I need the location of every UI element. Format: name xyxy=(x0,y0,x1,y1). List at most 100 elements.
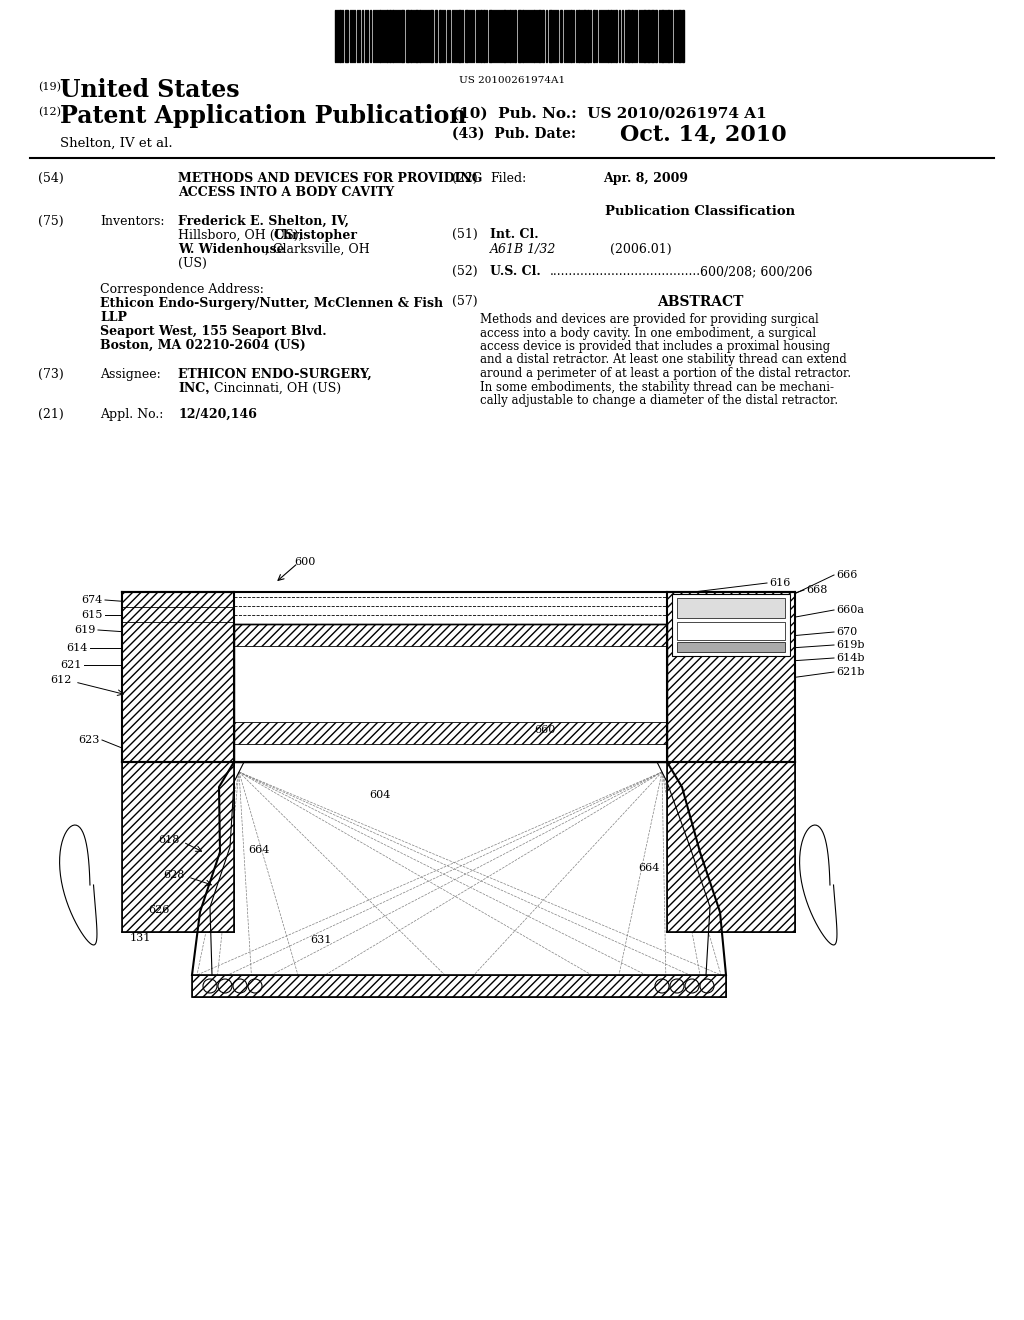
Text: 614b: 614b xyxy=(836,653,864,663)
Bar xyxy=(514,11,516,62)
Text: ACCESS INTO A BODY CAVITY: ACCESS INTO A BODY CAVITY xyxy=(178,186,394,199)
Text: around a perimeter of at least a portion of the distal retractor.: around a perimeter of at least a portion… xyxy=(480,367,851,380)
Bar xyxy=(578,11,580,62)
Text: 615: 615 xyxy=(82,610,103,620)
Bar xyxy=(518,11,521,62)
Bar xyxy=(662,11,664,62)
Bar xyxy=(538,11,541,62)
Text: Hillsboro, OH (US);: Hillsboro, OH (US); xyxy=(178,228,307,242)
Bar xyxy=(651,11,654,62)
Text: Correspondence Address:: Correspondence Address: xyxy=(100,282,264,296)
Bar xyxy=(631,11,633,62)
Bar xyxy=(677,622,785,640)
Text: 600/208; 600/206: 600/208; 600/206 xyxy=(700,265,812,279)
Bar xyxy=(570,11,572,62)
Text: Christopher: Christopher xyxy=(273,228,357,242)
Bar xyxy=(682,11,684,62)
Text: 621b: 621b xyxy=(836,667,864,677)
Text: 616: 616 xyxy=(769,578,791,587)
Text: LLP: LLP xyxy=(100,312,127,323)
Bar xyxy=(677,598,785,618)
Bar xyxy=(345,11,348,62)
Text: (54): (54) xyxy=(38,172,63,185)
Text: 618: 618 xyxy=(159,836,180,845)
Text: 664: 664 xyxy=(638,863,659,873)
Text: 614: 614 xyxy=(67,643,88,653)
Bar xyxy=(458,11,461,62)
Bar xyxy=(655,11,657,62)
Text: 676: 676 xyxy=(760,598,781,609)
Bar xyxy=(234,624,667,645)
Bar xyxy=(509,11,511,62)
Bar xyxy=(193,975,726,997)
Bar xyxy=(560,11,562,62)
Text: and a distal retractor. At least one stability thread can extend: and a distal retractor. At least one sta… xyxy=(480,354,847,367)
Text: 626: 626 xyxy=(148,906,169,915)
Bar xyxy=(483,11,485,62)
Bar xyxy=(503,11,506,62)
Bar xyxy=(667,591,795,762)
Bar xyxy=(647,11,650,62)
Bar xyxy=(410,11,412,62)
Text: 604: 604 xyxy=(370,789,391,800)
Bar xyxy=(677,642,785,652)
Bar xyxy=(122,591,234,762)
Bar xyxy=(415,11,418,62)
Bar xyxy=(439,11,441,62)
Text: 612: 612 xyxy=(50,675,72,685)
Text: U.S. Cl.: U.S. Cl. xyxy=(490,265,541,279)
Bar xyxy=(401,11,404,62)
Bar xyxy=(389,11,391,62)
Text: access device is provided that includes a proximal housing: access device is provided that includes … xyxy=(480,341,830,352)
Text: Assignee:: Assignee: xyxy=(100,368,161,381)
Text: 12/420,146: 12/420,146 xyxy=(178,408,257,421)
Bar xyxy=(593,11,595,62)
Text: 623: 623 xyxy=(79,735,100,744)
Text: 668: 668 xyxy=(806,585,827,595)
Text: 631: 631 xyxy=(310,935,332,945)
Text: Apr. 8, 2009: Apr. 8, 2009 xyxy=(603,172,688,185)
Text: 670: 670 xyxy=(836,627,857,638)
Bar xyxy=(583,11,586,62)
Text: 628: 628 xyxy=(164,870,185,880)
Text: 660: 660 xyxy=(535,725,556,735)
Text: (57): (57) xyxy=(452,294,477,308)
Bar xyxy=(379,11,381,62)
Text: access into a body cavity. In one embodiment, a surgical: access into a body cavity. In one embodi… xyxy=(480,326,816,339)
Text: 621: 621 xyxy=(60,660,82,671)
Bar xyxy=(430,11,433,62)
Text: In some embodiments, the stability thread can be mechani-: In some embodiments, the stability threa… xyxy=(480,380,834,393)
Bar xyxy=(193,975,726,997)
Text: (43)  Pub. Date:: (43) Pub. Date: xyxy=(452,127,575,141)
Bar xyxy=(549,11,552,62)
Bar xyxy=(234,624,667,762)
Text: , Clarksville, OH: , Clarksville, OH xyxy=(265,243,370,256)
Bar xyxy=(392,11,394,62)
Bar xyxy=(480,11,482,62)
Text: US 20100261974A1: US 20100261974A1 xyxy=(459,77,565,84)
Text: ETHICON ENDO-SURGERY,: ETHICON ENDO-SURGERY, xyxy=(178,368,372,381)
Text: 626: 626 xyxy=(197,987,218,998)
Bar xyxy=(667,11,670,62)
Text: Appl. No.:: Appl. No.: xyxy=(100,408,164,421)
Text: ABSTRACT: ABSTRACT xyxy=(656,294,743,309)
Text: (75): (75) xyxy=(38,215,63,228)
Bar xyxy=(610,11,612,62)
Text: (12): (12) xyxy=(38,107,61,117)
Bar xyxy=(522,11,524,62)
Text: , Cincinnati, OH (US): , Cincinnati, OH (US) xyxy=(206,381,341,395)
Bar xyxy=(234,722,667,744)
Text: (52): (52) xyxy=(452,265,477,279)
Text: (10)  Pub. No.:  US 2010/0261974 A1: (10) Pub. No.: US 2010/0261974 A1 xyxy=(452,107,767,121)
Text: METHODS AND DEVICES FOR PROVIDING: METHODS AND DEVICES FOR PROVIDING xyxy=(178,172,482,185)
Bar xyxy=(122,762,234,932)
Text: 664: 664 xyxy=(248,845,269,855)
Bar xyxy=(465,11,468,62)
Text: (19): (19) xyxy=(38,82,61,92)
Text: 619b: 619b xyxy=(836,640,864,649)
Text: Int. Cl.: Int. Cl. xyxy=(490,228,539,242)
Text: (21): (21) xyxy=(38,408,63,421)
Bar xyxy=(643,11,646,62)
Text: Frederick E. Shelton, IV,: Frederick E. Shelton, IV, xyxy=(178,215,349,228)
Text: 619: 619 xyxy=(75,624,96,635)
